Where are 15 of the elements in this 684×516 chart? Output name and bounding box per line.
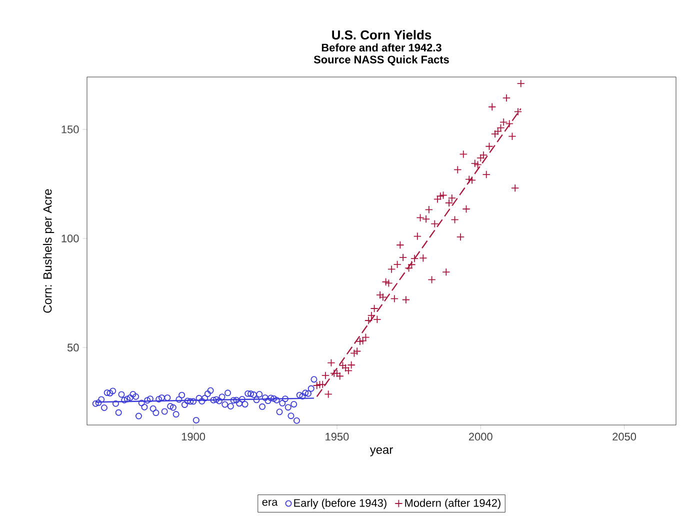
chart-subtitle: Before and after 1942.3 [322,43,442,52]
legend-title: era [262,500,278,506]
x-tick-label: 2000 [468,432,492,441]
chart-title: U.S. Corn Yields [332,30,432,40]
y-axis-title: Corn: Bushels per Acre [42,189,54,313]
y-tick-label: 100 [62,234,79,242]
x-tick-label: 2050 [612,432,636,441]
x-tick-label: 1900 [182,432,206,441]
y-tick-label: 50 [67,344,79,352]
y-tick-label: 150 [62,125,79,134]
x-tick-label: 1950 [326,432,349,441]
x-axis-title: year [370,447,393,456]
source-note: Source NASS Quick Facts [314,55,449,66]
legend-label: Modern (after 1942) [405,498,500,509]
legend-label: Early (before 1943) [294,498,386,509]
